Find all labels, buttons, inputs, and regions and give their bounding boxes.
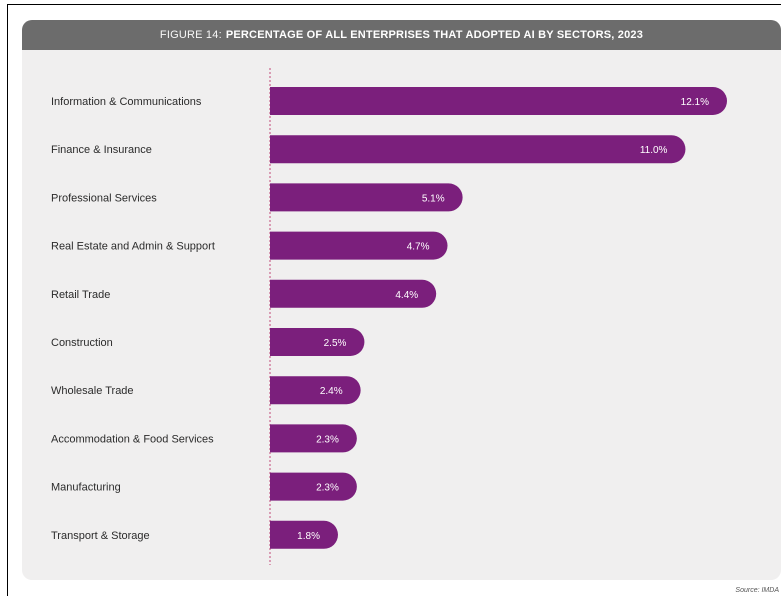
category-label: Retail Trade [51,289,110,301]
category-label: Information & Communications [51,96,202,108]
category-label: Wholesale Trade [51,385,134,397]
value-label: 1.8% [297,531,320,542]
category-label: Manufacturing [51,482,121,494]
value-label: 11.0% [640,145,668,156]
category-label: Real Estate and Admin & Support [51,241,215,253]
value-label: 5.1% [422,193,445,204]
category-label: Finance & Insurance [51,144,152,156]
category-label: Accommodation & Food Services [51,433,214,445]
value-label: 4.4% [395,290,418,301]
category-label: Construction [51,337,113,349]
bar [270,135,686,164]
category-label: Professional Services [51,192,157,204]
screenshot-frame [7,4,781,596]
figure-number: FIGURE 14: [159,29,222,41]
bar [270,520,338,549]
value-label: 2.3% [316,434,339,445]
figure-header: FIGURE 14: PERCENTAGE OF ALL ENTERPRISES… [22,20,781,50]
source-note: Source: IMDA [735,587,779,594]
bar [270,231,448,260]
category-label: Transport & Storage [51,530,150,542]
bar [270,87,727,115]
bar [270,376,361,405]
value-label: 2.4% [320,386,343,397]
value-label: 12.1% [681,97,709,108]
bar [270,472,357,501]
figure-title: PERCENTAGE OF ALL ENTERPRISES THAT ADOPT… [225,29,644,41]
value-label: 2.5% [324,338,347,349]
value-label: 2.3% [316,483,339,494]
bar [270,424,357,453]
value-label: 4.7% [407,242,430,253]
bar [270,183,463,212]
bar [270,328,365,356]
bar [270,279,437,308]
